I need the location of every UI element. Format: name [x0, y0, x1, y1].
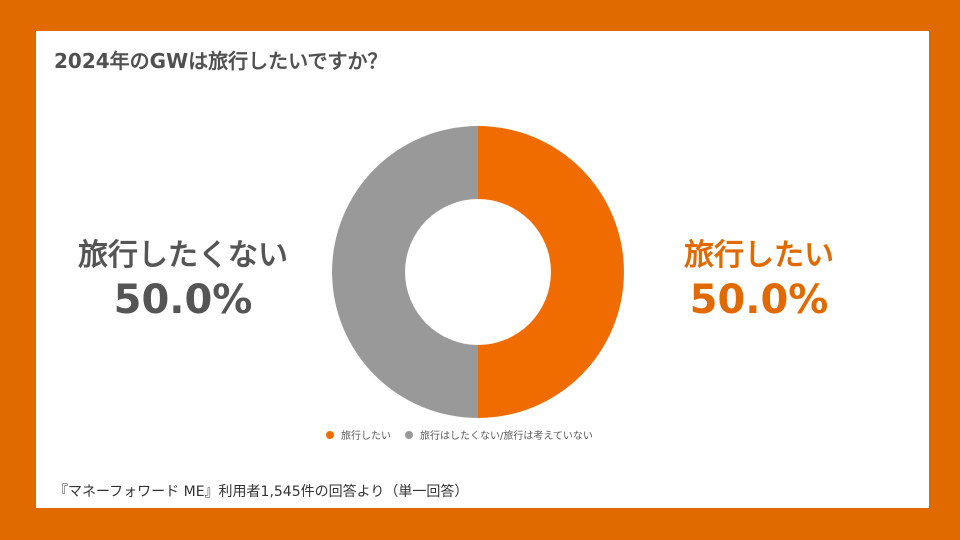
chart-title: 2024年のGWは旅行したいですか？ [54, 49, 388, 73]
legend-item-travel: 旅行したい [326, 427, 391, 442]
legend-swatch-travel [326, 430, 334, 439]
legend: 旅行したい 旅行はしたくない/旅行は考えていない [326, 427, 607, 442]
callout-left: 旅行したくない 50.0% [58, 237, 308, 325]
chart-card: 2024年のGWは旅行したいですか？ 旅行したくない 50.0% 旅行したい 5… [36, 31, 929, 508]
callout-left-pct: 50.0% [113, 277, 253, 323]
callout-right-name: 旅行したい [684, 238, 834, 273]
legend-item-no-travel: 旅行はしたくない/旅行は考えていない [405, 427, 593, 442]
legend-label-no-travel: 旅行はしたくない/旅行は考えていない [420, 431, 593, 442]
callout-right: 旅行したい 50.0% [644, 237, 874, 325]
callout-left-name: 旅行したくない [78, 238, 288, 273]
legend-label-travel: 旅行したい [341, 431, 391, 442]
legend-swatch-no-travel [405, 430, 413, 439]
donut-slice-0 [478, 126, 624, 418]
donut-chart [332, 126, 624, 418]
donut-slice-1 [332, 126, 478, 418]
callout-right-pct: 50.0% [689, 277, 829, 323]
footnote: 『マネーフォワード ME』利用者1,545件の回答より（単一回答） [54, 484, 469, 500]
